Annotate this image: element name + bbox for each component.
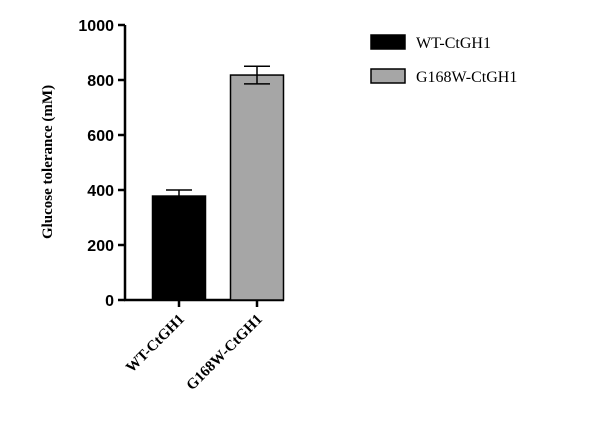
legend-swatch-1 xyxy=(370,34,406,50)
x-tick-label: G168W-CtGH1 xyxy=(184,312,266,394)
y-tick-label: 400 xyxy=(87,183,114,200)
y-tick-label: 200 xyxy=(87,238,114,255)
x-tick-label: WT-CtGH1 xyxy=(123,312,188,377)
legend-label-2: G168W-CtGH1 xyxy=(416,69,517,86)
y-tick-label: 0 xyxy=(105,293,114,310)
y-tick-label: 1000 xyxy=(78,18,114,35)
y-axis: 0 200 400 600 800 1000 xyxy=(78,18,127,310)
bar-1 xyxy=(151,195,207,301)
legend-label-1: WT-CtGH1 xyxy=(416,35,491,52)
legend: WT-CtGH1 G168W-CtGH1 xyxy=(370,34,517,86)
x-axis xyxy=(124,298,284,307)
bars-group xyxy=(151,65,285,301)
y-axis-label: Glucose tolerance (mM) xyxy=(40,85,56,239)
y-tick-label: 600 xyxy=(87,128,114,145)
bar-2 xyxy=(229,74,285,301)
legend-swatch-2 xyxy=(370,68,406,84)
y-tick-label: 800 xyxy=(87,73,114,90)
